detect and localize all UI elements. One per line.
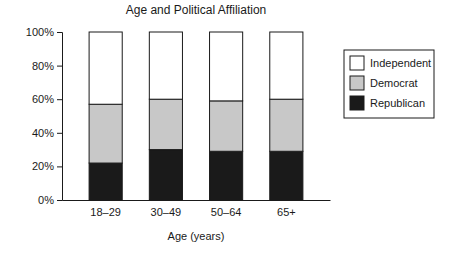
bar-segment	[149, 150, 182, 200]
tick-mark	[57, 133, 62, 134]
legend: Independent Democrat Republican	[344, 50, 434, 118]
legend-label: Democrat	[370, 77, 418, 89]
tick-mark	[57, 166, 62, 167]
chart: Age and Political Affiliation 0% 20% 40% 60%…	[0, 0, 462, 255]
x-axis: 18–29 30–49 50–64 65+	[63, 200, 331, 218]
bar-segment	[89, 32, 122, 104]
bar-segment	[270, 151, 303, 200]
legend-label: Republican	[370, 97, 425, 109]
tick-label: 0%	[38, 194, 54, 206]
tick: 18–29	[90, 200, 121, 218]
axis-line	[57, 33, 63, 201]
bar-segment	[149, 32, 182, 99]
tick: 30–49	[151, 200, 182, 218]
y-axis: 0% 20% 40% 60% 80% 100%	[26, 26, 63, 206]
bar-segment	[210, 32, 243, 101]
tick: 60%	[32, 93, 62, 105]
bar-segment	[210, 151, 243, 200]
tick: 100%	[26, 26, 62, 38]
tick: 65+	[277, 200, 296, 218]
tick-label: 100%	[26, 26, 54, 38]
tick-label: 18–29	[90, 206, 121, 218]
axis-line	[63, 200, 331, 201]
tick: 50–64	[211, 200, 242, 218]
tick-label: 20%	[32, 160, 54, 172]
tick-mark	[57, 66, 62, 67]
bar-segment	[89, 163, 122, 200]
tick-label: 30–49	[151, 206, 182, 218]
tick-mark	[57, 99, 62, 100]
bar-segment	[270, 32, 303, 99]
legend-box	[344, 50, 434, 118]
bar-segment	[149, 99, 182, 149]
title: Age and Political Affiliation	[126, 3, 267, 17]
tick-label: 60%	[32, 93, 54, 105]
legend-swatch	[350, 56, 364, 70]
tick: 20%	[32, 160, 62, 172]
bar-segment	[89, 104, 122, 163]
legend-swatch	[350, 76, 364, 90]
legend-swatch	[350, 96, 364, 110]
bar-segment	[210, 101, 243, 151]
tick: 40%	[32, 127, 62, 139]
tick-mark	[57, 32, 62, 33]
bars	[89, 32, 303, 200]
bar-segment	[270, 99, 303, 151]
tick-label: 40%	[32, 127, 54, 139]
tick-mark	[57, 200, 62, 201]
x-axis-title: Age (years)	[168, 230, 225, 242]
tick-label: 65+	[277, 206, 296, 218]
tick: 80%	[32, 60, 62, 72]
tick-label: 50–64	[211, 206, 242, 218]
tick: 0%	[38, 194, 62, 206]
legend-label: Independent	[370, 57, 431, 69]
tick-label: 80%	[32, 60, 54, 72]
